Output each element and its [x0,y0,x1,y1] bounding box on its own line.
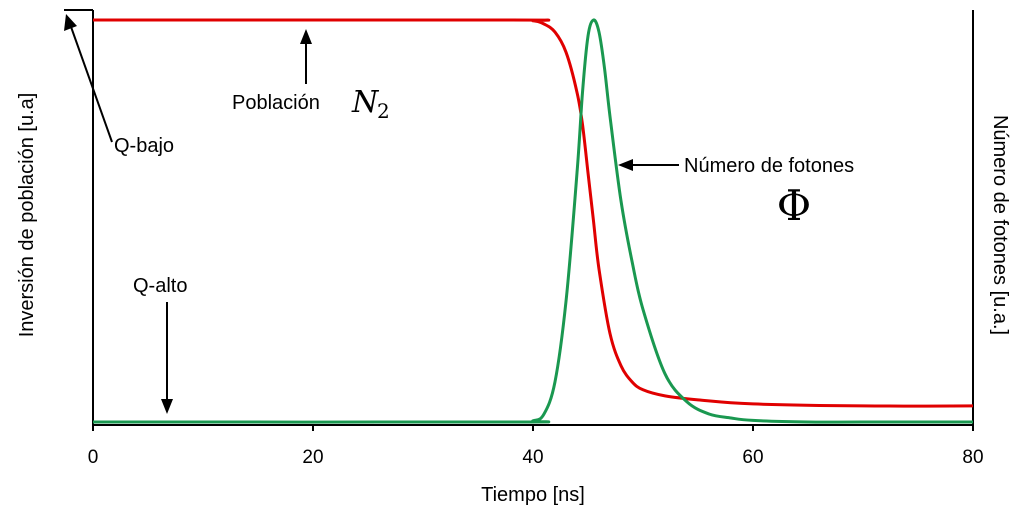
fotones-label: Número de fotones [684,155,854,177]
x-tick-label: 40 [522,447,543,468]
x-tick-label: 60 [742,447,763,468]
series-line-poblacion-n2 [92,18,974,408]
x-ticks: 0 20 40 60 80 [88,425,984,468]
phi-symbol: Φ [777,181,811,230]
y-axis-right-label: Número de fotones [u.a.] [989,115,1011,335]
series-line-numero-fotones [92,18,973,424]
q-bajo-arrow-line [69,23,113,143]
poblacion-label: Población [232,92,320,114]
n2-subscript: 2 [377,99,390,123]
fotones-arrowhead [618,159,633,171]
n2-symbol: N [351,85,380,120]
q-bajo-label: Q-bajo [114,135,174,157]
q-alto-label: Q-alto [133,275,187,297]
x-tick-label: 20 [302,447,323,468]
q-alto-arrowhead [161,399,173,414]
q-bajo-arrowhead [64,14,77,31]
x-tick-label: 80 [962,447,983,468]
poblacion-arrowhead [300,29,312,44]
x-axis-label: Tiempo [ns] [481,484,585,506]
y-axis-left-label: Inversión de población [u.a] [16,93,38,338]
x-tick-label: 0 [88,447,99,468]
